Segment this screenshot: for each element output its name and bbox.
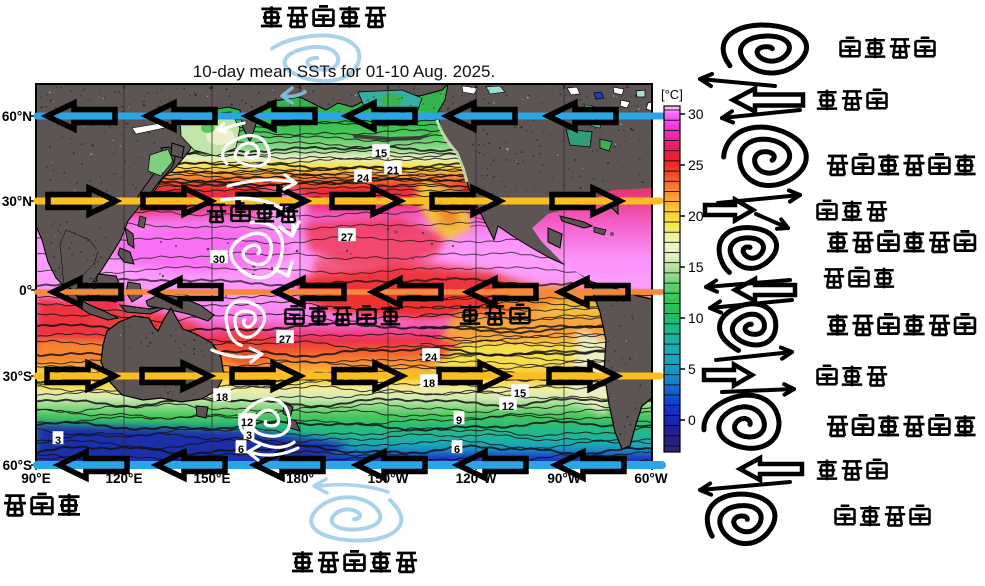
svg-text:30: 30 [688,106,704,122]
svg-text:60°N: 60°N [2,109,32,124]
svg-text:24: 24 [357,173,370,185]
svg-text:90°E: 90°E [21,471,50,486]
svg-text:10: 10 [688,310,704,326]
svg-text:6: 6 [454,444,460,456]
svg-text:10-day mean SSTs for 01-10 Aug: 10-day mean SSTs for 01-10 Aug. 2025. [193,62,495,81]
svg-text:5: 5 [688,361,696,377]
svg-text:27: 27 [279,334,291,346]
svg-text:0°: 0° [19,283,32,298]
svg-text:60°W: 60°W [634,471,667,486]
svg-text:30°S: 30°S [3,369,32,384]
svg-text:150°W: 150°W [368,471,409,486]
svg-text:3: 3 [246,430,252,442]
svg-text:90°W: 90°W [547,471,580,486]
svg-text:18: 18 [423,378,435,390]
svg-text:9: 9 [456,415,462,427]
svg-text:0: 0 [688,412,696,428]
svg-text:30: 30 [213,254,225,266]
svg-text:150°E: 150°E [194,471,231,486]
svg-text:120°E: 120°E [106,471,143,486]
svg-text:27: 27 [341,232,353,244]
svg-text:180°: 180° [286,471,314,486]
svg-text:18: 18 [216,392,228,404]
svg-text:12: 12 [502,401,514,413]
svg-text:6: 6 [238,444,244,456]
svg-text:21: 21 [387,165,399,177]
svg-text:15: 15 [688,259,704,275]
svg-text:15: 15 [375,148,387,160]
svg-text:30°N: 30°N [2,194,32,209]
svg-text:60°S: 60°S [3,458,32,473]
svg-text:25: 25 [688,157,704,173]
svg-text:15: 15 [514,388,526,400]
svg-text:[°C]: [°C] [661,87,683,102]
svg-text:20: 20 [688,208,704,224]
svg-text:24: 24 [425,352,438,364]
svg-text:3: 3 [55,435,61,447]
svg-text:120°W: 120°W [456,471,497,486]
